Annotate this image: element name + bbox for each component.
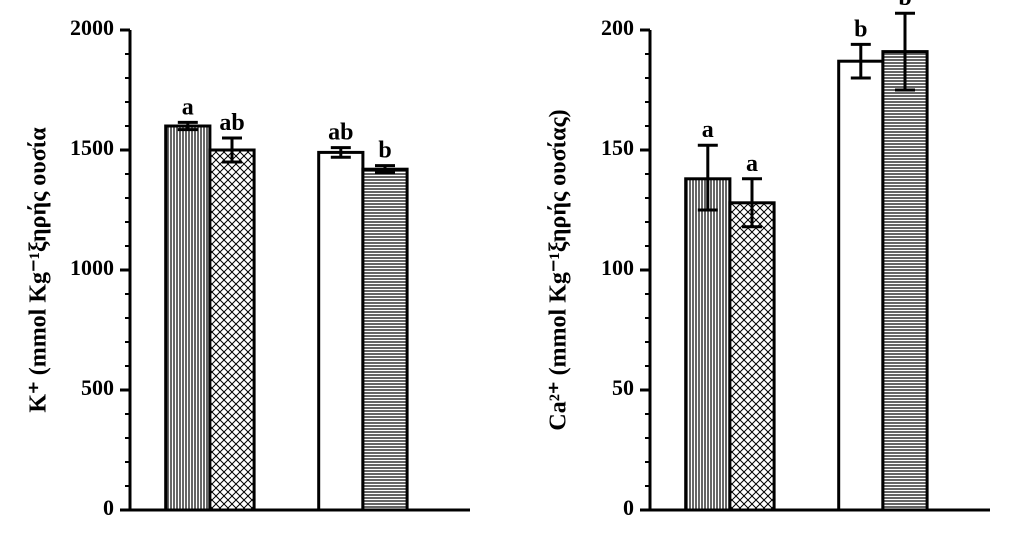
ytick-label: 0: [103, 495, 114, 520]
bar-sig-label: b: [898, 0, 911, 11]
bar: [319, 152, 363, 510]
ytick-label: 1000: [70, 255, 114, 280]
ytick-label: 150: [601, 135, 634, 160]
bar: [210, 150, 254, 510]
bar: [686, 179, 730, 510]
y-axis-label: K⁺ (mmol Kg⁻¹ξηρής ουσία: [26, 127, 52, 413]
y-axis-label: Ca²⁺ (mmol Kg⁻¹ξηρής ουσίας): [546, 109, 572, 430]
bar: [166, 126, 210, 510]
ytick-label: 0: [623, 495, 634, 520]
bar-sig-label: ab: [328, 120, 353, 146]
bar: [730, 203, 774, 510]
ytick-label: 50: [612, 375, 634, 400]
ytick-label: 500: [81, 375, 114, 400]
figure-svg: 0500100015002000K⁺ (mmol Kg⁻¹ξηρής ουσία…: [0, 0, 1023, 529]
ytick-label: 200: [601, 15, 634, 40]
bar: [883, 52, 927, 510]
k-chart: 0 500 1000 1500 2000 K⁺ (mmol Kg⁻¹ξηρής ουσία…: [26, 15, 471, 520]
bar-sig-label: b: [854, 16, 867, 42]
bar-sig-label: a: [702, 117, 714, 143]
bar: [363, 169, 407, 510]
ytick-label: 2000: [70, 15, 114, 40]
ytick-label: 1500: [70, 135, 114, 160]
ytick-label: 100: [601, 255, 634, 280]
bar: [839, 61, 883, 510]
figure-container: 0500100015002000K⁺ (mmol Kg⁻¹ξηρής ουσία…: [0, 0, 1023, 529]
bar-sig-label: a: [746, 151, 758, 177]
bar-sig-label: ab: [219, 110, 244, 136]
bar-sig-label: b: [378, 138, 391, 164]
ca-chart: 0 50 100 150 200 Ca²⁺ (mmol Kg⁻¹ξηρής ουσίας)…: [546, 0, 991, 520]
bar-sig-label: a: [182, 94, 194, 120]
